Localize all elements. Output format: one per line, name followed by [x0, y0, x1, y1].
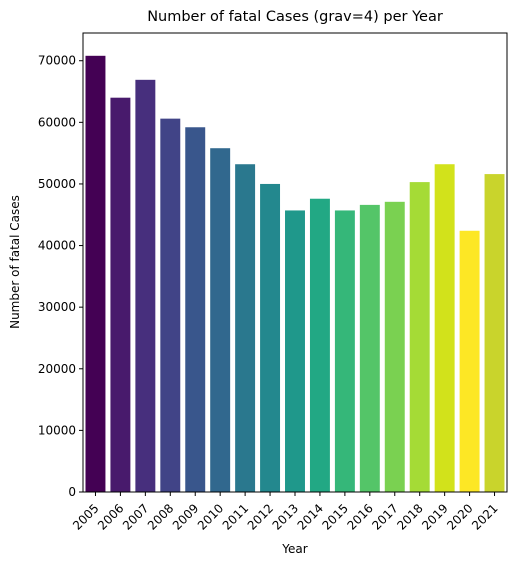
- x-tick-label: 2009: [170, 501, 201, 532]
- bar-2019: [434, 164, 455, 493]
- bar-2005: [85, 55, 106, 493]
- bar-2013: [285, 210, 305, 492]
- x-tick-label: 2018: [394, 501, 425, 532]
- x-axis: 2005200620072008200920102011201220132014…: [70, 492, 501, 533]
- bar-2017: [384, 201, 405, 492]
- x-tick-label: 2017: [369, 501, 400, 532]
- bar-2021: [484, 174, 505, 492]
- x-tick-label: 2006: [95, 501, 126, 532]
- bar-2020: [459, 230, 480, 492]
- x-tick-label: 2008: [145, 501, 176, 532]
- x-tick-label: 2021: [469, 501, 500, 532]
- x-tick-label: 2019: [419, 501, 450, 532]
- bar-2007: [135, 79, 156, 492]
- y-axis: 0 10000 20000 30000 40000 50000 60000 70000: [38, 54, 83, 499]
- x-tick-label: 2007: [120, 501, 151, 532]
- chart-title: Number of fatal Cases (grav=4) per Year: [147, 9, 443, 25]
- bar-2008: [160, 118, 181, 492]
- bar-2014: [309, 198, 330, 493]
- y-tick-label: 60000: [38, 115, 76, 129]
- x-tick-label: 2016: [344, 501, 375, 532]
- y-tick-label: 20000: [38, 362, 76, 376]
- y-tick-label: 0: [68, 485, 76, 499]
- bar-2010: [210, 148, 231, 492]
- y-tick-label: 40000: [38, 239, 76, 253]
- x-tick-label: 2014: [295, 501, 326, 532]
- bar-2011: [235, 164, 256, 493]
- x-tick-label: 2015: [320, 501, 351, 532]
- y-tick-label: 10000: [38, 423, 76, 437]
- x-tick-label: 2005: [70, 501, 101, 532]
- plot-frame: [82, 32, 508, 493]
- bar-2015: [334, 210, 355, 492]
- bar-2018: [409, 182, 430, 492]
- x-tick-label: 2010: [195, 501, 226, 532]
- bar-2012: [260, 183, 281, 492]
- x-tick-label: 2013: [270, 501, 301, 532]
- bar-2009: [185, 127, 206, 492]
- x-tick-label: 2011: [220, 501, 251, 532]
- y-tick-label: 30000: [38, 300, 76, 314]
- x-axis-label: Year: [281, 542, 307, 556]
- x-tick-label: 2012: [245, 501, 276, 532]
- y-tick-label: 70000: [38, 54, 76, 68]
- bars-group: [85, 55, 505, 493]
- y-tick-label: 50000: [38, 177, 76, 191]
- x-tick-label: 2020: [444, 501, 475, 532]
- y-axis-label: Number of fatal Cases: [8, 195, 22, 329]
- bar-2016: [359, 204, 380, 492]
- bar-2006: [110, 97, 131, 492]
